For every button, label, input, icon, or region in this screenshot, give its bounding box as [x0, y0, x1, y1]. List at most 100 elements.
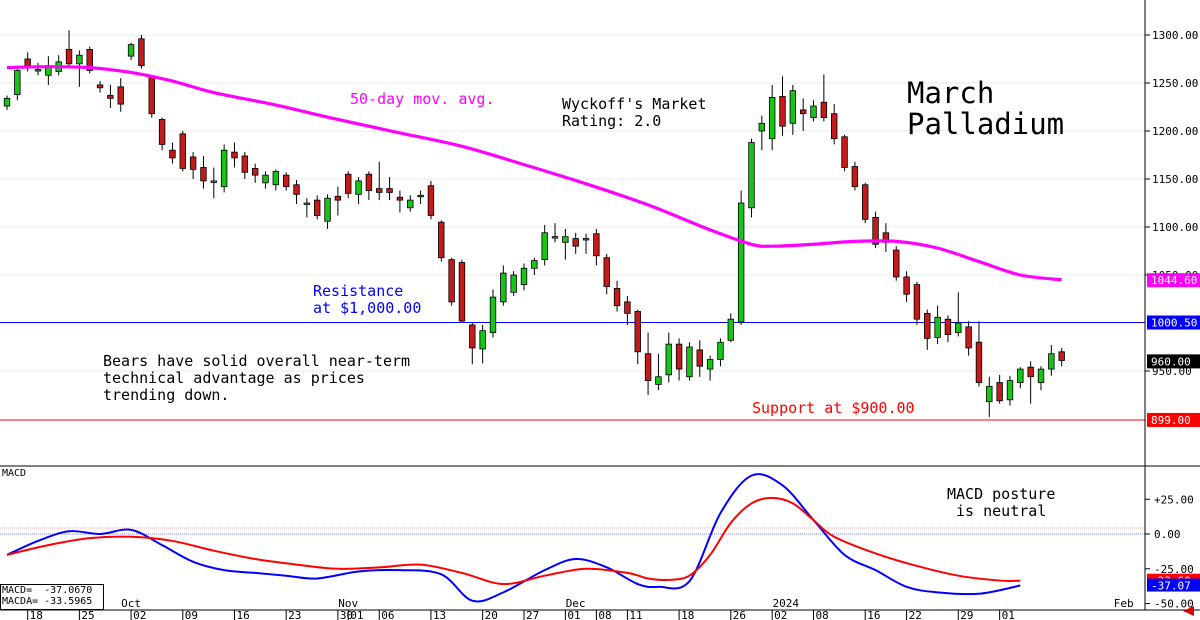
price-tag — [1147, 412, 1200, 427]
candle-body — [975, 341, 983, 383]
resistance-label: Resistance at $1,000.00 — [313, 282, 422, 317]
macda-line — [6, 496, 1021, 586]
x-month-label: Oct — [121, 597, 141, 610]
x-day-label: 18 — [30, 609, 43, 620]
x-day-label: 18 — [681, 609, 694, 620]
candle-body — [489, 296, 497, 333]
candle-body — [1006, 380, 1014, 401]
candle-body — [251, 168, 259, 176]
x-day-label: 16 — [867, 609, 880, 620]
candle-body — [613, 288, 621, 307]
x-day-label: 16 — [236, 609, 249, 620]
y-tick-label: 1150.00 — [1152, 173, 1198, 186]
x-day-label: 09 — [185, 609, 198, 620]
candle-body — [241, 155, 249, 173]
x-day-label: 01 — [1002, 609, 1015, 620]
candle-body — [851, 166, 859, 188]
x-day-label: 01 — [350, 609, 363, 620]
macd-note: MACD posture is neutral — [947, 485, 1056, 520]
price-tag — [1147, 354, 1200, 369]
macd-value-tag-label: -37.07 — [1151, 580, 1191, 593]
candle-body — [34, 69, 42, 72]
candle-body — [779, 96, 786, 127]
candle-body — [438, 221, 445, 259]
candle-body — [531, 260, 538, 269]
candle-body — [903, 276, 910, 295]
candle-body — [955, 322, 962, 333]
candle-body — [1048, 353, 1055, 370]
x-day-label: 02 — [133, 609, 146, 620]
price-tag-label: 899.00 — [1151, 414, 1191, 427]
candle-body — [376, 188, 383, 193]
candle-body — [727, 318, 734, 341]
candle-body — [520, 267, 528, 285]
candle-body — [138, 38, 145, 67]
candle-body — [541, 232, 548, 261]
x-month-label: Feb — [1114, 597, 1134, 610]
candle-body — [417, 194, 424, 198]
candle-body — [603, 257, 610, 287]
macd-y-tick-label: 0.00 — [1154, 528, 1181, 541]
x-day-label: 01 — [567, 609, 580, 620]
support-resistance-lines — [0, 322, 1145, 421]
candle-body — [841, 136, 848, 168]
candle-body — [282, 174, 290, 188]
price-tag — [1147, 273, 1200, 288]
macd-y-tick-label: +25.00 — [1154, 493, 1194, 506]
candle-body — [386, 188, 393, 193]
x-day-label: 20 — [485, 609, 498, 620]
x-month-label: Nov — [338, 597, 358, 610]
candle-body — [996, 382, 1003, 402]
candle-body — [1027, 366, 1034, 378]
candle-body — [644, 353, 652, 382]
candle-body — [24, 58, 31, 67]
candle-body — [737, 202, 745, 323]
price-tag — [1147, 315, 1200, 330]
candle-body — [924, 312, 931, 339]
macd-readout-box: MACD= -37.0670 MACDA= -33.5965 — [0, 584, 104, 610]
candle-body — [14, 70, 21, 95]
candle-body — [820, 101, 828, 118]
ma-line — [6, 65, 1062, 282]
x-day-label: 11 — [629, 609, 642, 620]
candle-body — [748, 142, 755, 209]
candle-body — [799, 109, 807, 115]
candle-body — [893, 249, 900, 278]
candle-body — [655, 376, 662, 385]
candle-body — [944, 318, 952, 335]
price-gridlines — [0, 34, 1145, 372]
candle-body — [148, 75, 155, 115]
candle-body — [479, 330, 486, 350]
candle-body — [365, 173, 373, 191]
candle-body — [510, 274, 517, 293]
price-tag-label: 960.00 — [1151, 355, 1191, 368]
x-day-label: 22 — [909, 609, 922, 620]
candle-body — [231, 151, 238, 159]
candle-body — [1058, 351, 1065, 361]
candle-body — [593, 233, 600, 257]
candle-body — [345, 173, 352, 194]
candle-body — [3, 97, 11, 107]
commentary: Bears have solid overall near-term techn… — [103, 352, 411, 404]
candle-body — [717, 341, 724, 360]
candle-body — [158, 119, 166, 145]
candle-body — [758, 122, 766, 132]
candle-body — [76, 54, 83, 65]
market-rating: Wyckoff's Market Rating: 2.0 — [562, 95, 707, 130]
scroll-arrow-icon[interactable] — [1183, 606, 1194, 616]
candle-body — [355, 180, 362, 195]
candle-body — [458, 262, 466, 322]
axis-labels: 1300.001250.001200.001150.001100.001050.… — [30, 29, 1200, 620]
candle-body — [179, 133, 186, 169]
macd-panel — [0, 473, 1145, 603]
macda-readout: MACDA= -33.5965 — [2, 596, 93, 607]
macd-value-tag — [1147, 578, 1200, 592]
x-day-label: 30 — [340, 609, 353, 620]
candle-body — [262, 174, 269, 184]
candle-body — [107, 95, 114, 99]
candle-body — [1037, 368, 1045, 383]
candle-body — [272, 170, 280, 186]
candle-body — [303, 202, 311, 205]
candle-body — [127, 44, 135, 57]
